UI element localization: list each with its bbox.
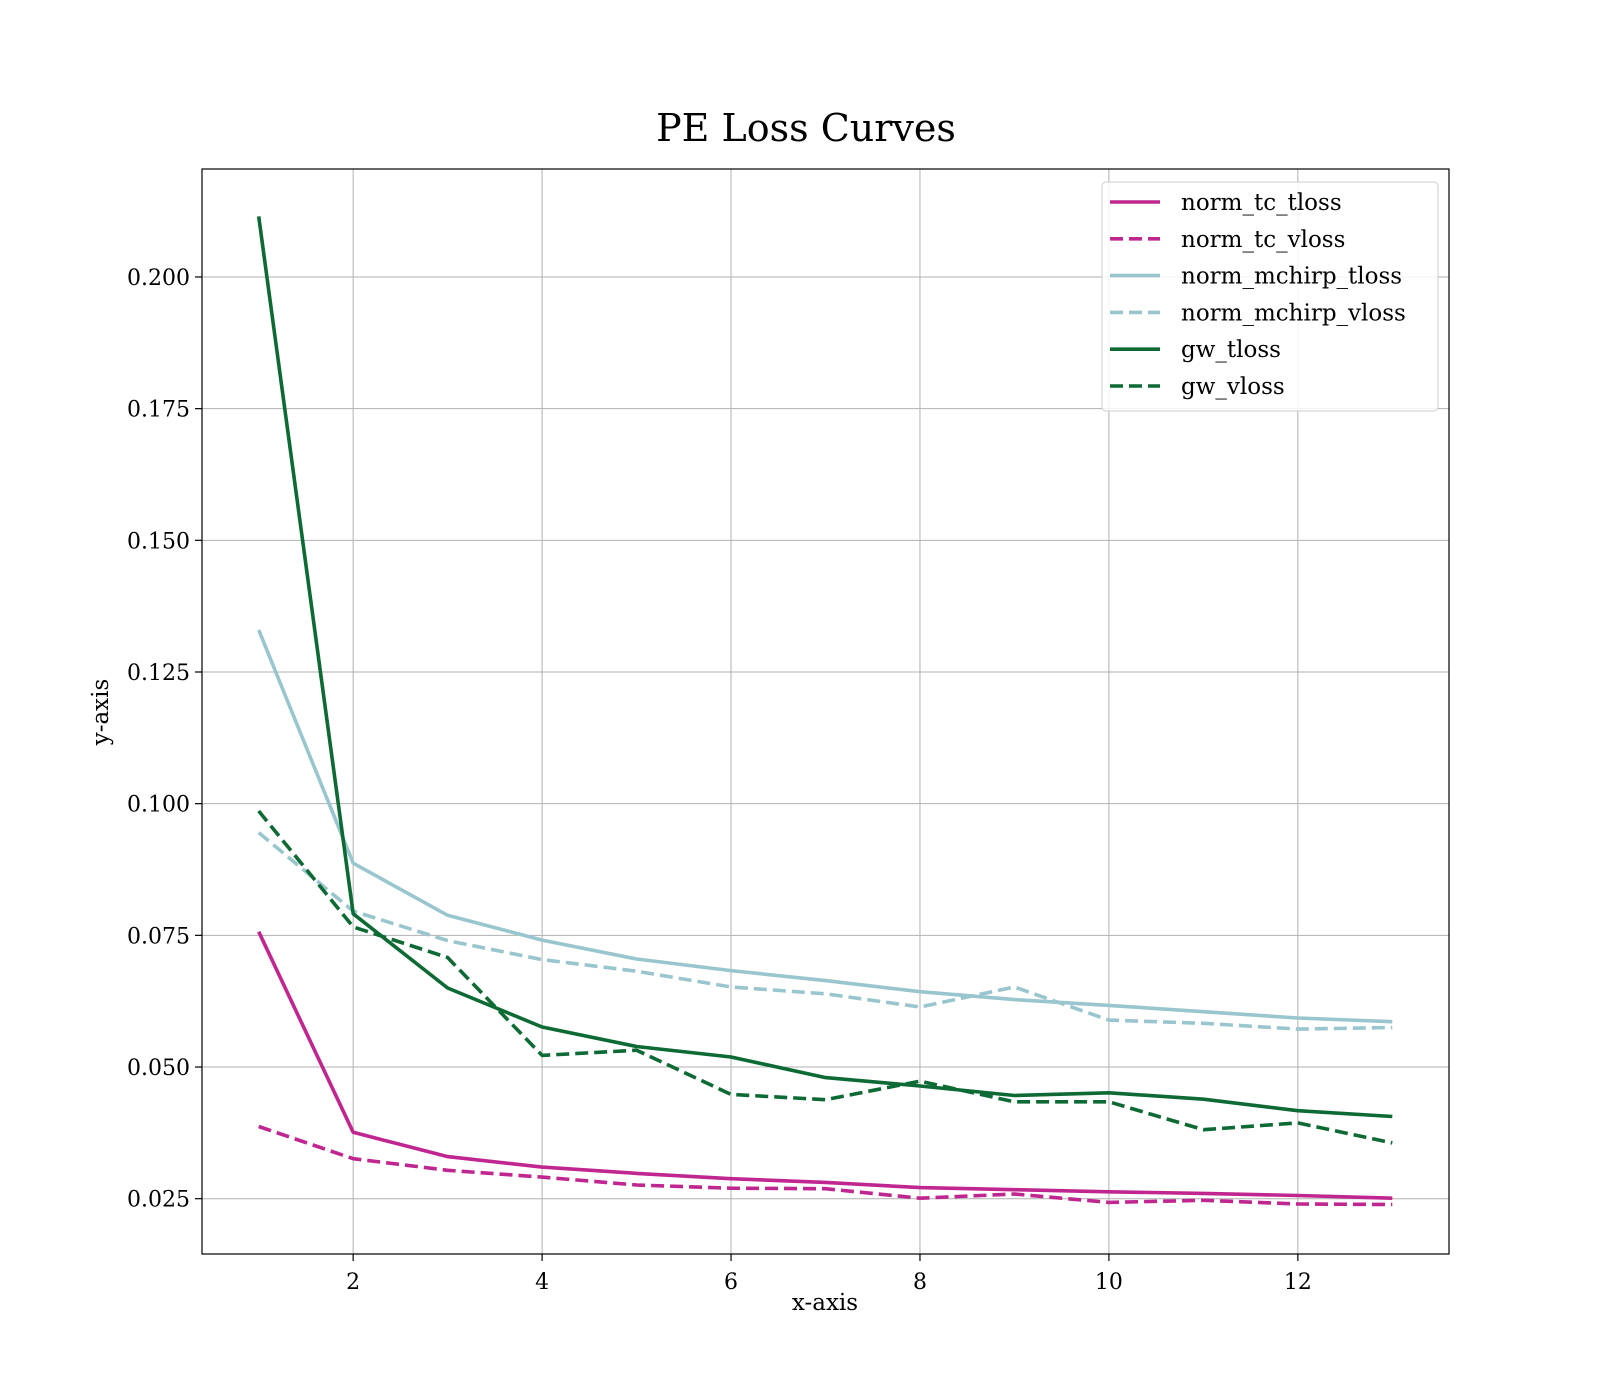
series-norm-mchirp-vloss-line [257,831,1393,1031]
y-tick-label: 0.175 [127,398,190,423]
chart-title: PE Loss Curves [656,106,956,150]
x-tick-label: 2 [346,1270,360,1295]
x-tick-label: 6 [724,1270,738,1295]
x-tick-label: 10 [1095,1270,1123,1295]
x-tick-label: 8 [913,1270,927,1295]
legend-label: norm_tc_vloss [1181,227,1345,253]
legend: norm_tc_tloss norm_tc_vloss norm_mchirp_tl… [1101,181,1439,412]
plot-frame [201,168,1450,1255]
y-tick-label: 0.075 [127,924,190,949]
legend-items: norm_tc_tloss norm_tc_vloss norm_mchirp_tl… [1110,190,1406,400]
tick-labels: 2 4 6 8 10 12 0.025 0.050 0.075 0.100 0.125 0.150 0.… [127,266,1312,1295]
legend-label: norm_mchirp_tloss [1181,264,1402,290]
legend-label: norm_tc_tloss [1181,190,1342,216]
y-tick-label: 0.200 [127,266,190,291]
x-axis-label: x-axis [792,1290,858,1316]
legend-box [1101,181,1439,412]
y-tick-label: 0.050 [127,1056,190,1081]
y-tick-label: 0.025 [127,1188,190,1213]
x-tick-label: 12 [1284,1270,1312,1295]
y-tick-label: 0.100 [127,793,190,818]
x-tick-label: 4 [535,1270,549,1295]
legend-label: gw_vloss [1181,374,1285,400]
y-tick-label: 0.125 [127,661,190,686]
series-lines [256,216,1393,1207]
y-axis-label: y-axis [88,679,114,747]
legend-label: norm_mchirp_vloss [1181,300,1406,326]
series-gw-vloss-line [257,809,1393,1145]
series-norm-tc-vloss-line [258,1124,1393,1207]
series-norm-mchirp-tloss-line [257,629,1393,1024]
series-norm-tc-tloss-line [257,930,1393,1200]
legend-label: gw_tloss [1181,337,1281,363]
y-tick-label: 0.150 [127,529,190,554]
series-gw-tloss-line [256,216,1393,1119]
